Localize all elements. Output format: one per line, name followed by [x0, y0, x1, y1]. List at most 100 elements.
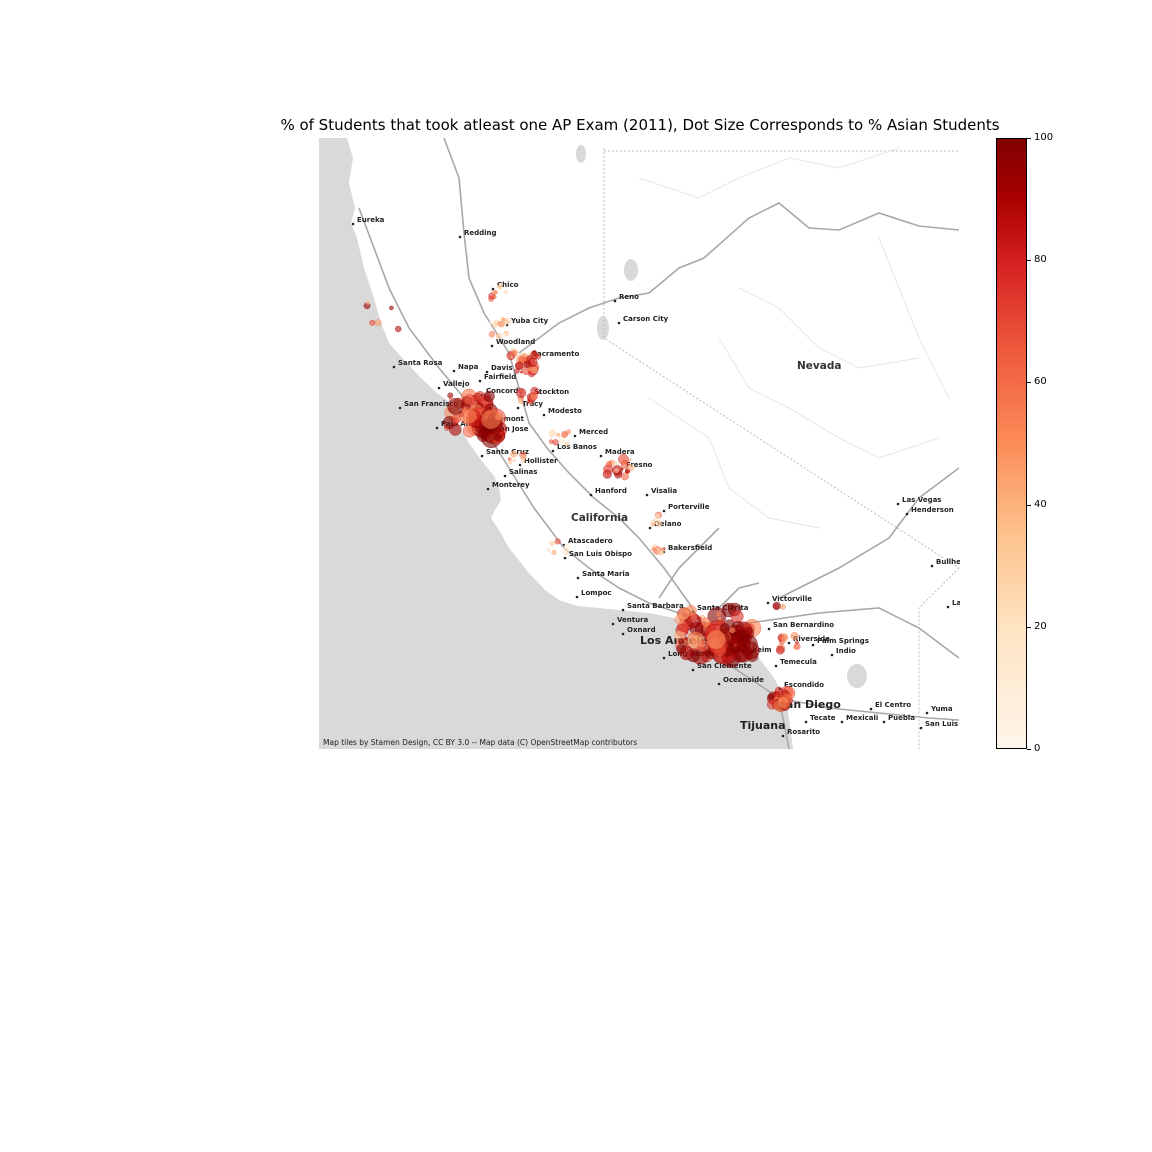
city-marker [830, 653, 834, 657]
city-label-bakersfield: Bakersfield [668, 544, 712, 552]
school-dot [781, 632, 787, 637]
school-dot [774, 691, 781, 697]
city-marker [648, 526, 652, 530]
city-marker [452, 369, 456, 373]
city-labels: Eureka Redding Chico Reno Carson City Yuba Ci… [351, 216, 960, 738]
school-dot [529, 401, 533, 405]
school-dot [523, 455, 527, 459]
city-marker [551, 449, 555, 453]
city-marker [542, 413, 546, 417]
school-dot [369, 319, 376, 326]
colorbar-tickmark [1027, 138, 1031, 139]
map-panel[interactable]: Eureka Redding Chico Reno Carson City Yuba Ci… [319, 138, 960, 749]
city-label-lompoc: Lompoc [581, 589, 612, 597]
city-label-carson: Carson City [623, 315, 669, 323]
school-dot [521, 457, 526, 463]
school-dot [508, 460, 512, 465]
school-dot [781, 693, 792, 704]
school-dot [547, 548, 551, 552]
city-label-sandiego: San Diego [778, 698, 841, 711]
city-marker [611, 622, 615, 626]
city-marker [575, 595, 579, 599]
school-dot [690, 634, 703, 647]
city-marker [930, 564, 934, 568]
city-marker [392, 365, 396, 369]
school-dot [497, 320, 505, 328]
school-dot [451, 414, 461, 424]
school-dot [706, 630, 726, 650]
city-marker [576, 576, 580, 580]
school-dot [554, 538, 561, 545]
school-dot [678, 638, 685, 645]
city-label-lasvegas: Las Vegas [902, 496, 941, 504]
city-marker [613, 299, 617, 303]
city-label-escondido: Escondido [784, 681, 824, 689]
school-dot [656, 546, 665, 556]
school-dot [523, 360, 531, 368]
city-marker [662, 509, 666, 513]
school-dot [511, 350, 518, 356]
school-dot [515, 361, 524, 371]
city-label-davis: Davis [491, 364, 513, 372]
city-marker [691, 668, 695, 672]
school-dot [389, 305, 394, 311]
city-label-redding: Redding [464, 229, 497, 237]
city-label-fremont: Fremont [491, 415, 525, 423]
city-marker [518, 463, 522, 467]
city-marker [717, 682, 721, 686]
city-label-madera: Madera [605, 448, 635, 456]
city-label-visalia: Visalia [651, 487, 677, 495]
school-dot [655, 520, 662, 527]
city-label-sanjose: San Jose [495, 425, 529, 433]
school-dot [488, 435, 495, 442]
school-dot [556, 432, 561, 437]
colorbar [996, 138, 1027, 749]
school-dot [462, 409, 477, 424]
city-label-temecula: Temecula [780, 658, 817, 666]
city-label-sanfrancisco: San Francisco [404, 400, 459, 408]
city-label-puebla: Puebla [888, 714, 915, 722]
city-label-losbanos: Los Banos [557, 443, 597, 451]
city-marker [840, 720, 844, 724]
state-label-nevada: Nevada [797, 360, 841, 372]
state-label-california: California [571, 512, 628, 524]
school-dot [676, 644, 687, 655]
city-marker [621, 608, 625, 612]
school-dot [625, 470, 629, 474]
city-label-napa: Napa [458, 363, 479, 371]
salton-sea [847, 664, 867, 688]
city-marker [645, 493, 649, 497]
city-label-ventura: Ventura [617, 616, 649, 624]
map-attribution: Map tiles by Stamen Design, CC BY 3.0 --… [323, 738, 638, 747]
city-label-tracy: Tracy [522, 400, 543, 408]
city-label-henderson: Henderson [911, 506, 954, 514]
school-dot [518, 357, 523, 362]
city-label-mexicali: Mexicali [846, 714, 878, 722]
city-label-santamaria: Santa Maria [582, 570, 630, 578]
city-label-victorville: Victorville [772, 595, 812, 603]
school-dot [447, 397, 465, 415]
school-dot [549, 540, 555, 547]
school-dot [628, 458, 632, 462]
colorbar-tick-label: 60 [1034, 376, 1047, 388]
city-marker [766, 601, 770, 605]
school-dot [447, 392, 454, 399]
school-dot [512, 458, 516, 463]
school-dots [363, 284, 801, 713]
colorbar-tickmark [1027, 260, 1031, 262]
school-dot [488, 331, 496, 338]
highways [358, 138, 960, 749]
city-marker [787, 641, 791, 645]
school-dot [729, 627, 736, 634]
city-label-bullhead: Bullhead [936, 558, 960, 566]
colorbar-tickmark [1027, 749, 1031, 750]
school-dot [476, 429, 490, 442]
school-dot [563, 543, 570, 550]
city-label-oceanside: Oceanside [723, 676, 764, 684]
goose-lake [576, 145, 586, 163]
city-marker [480, 454, 484, 458]
city-label-paloalto: Palo Alto [441, 420, 476, 428]
city-label-merced: Merced [579, 428, 608, 436]
city-marker [946, 605, 950, 609]
school-dot [498, 284, 503, 289]
